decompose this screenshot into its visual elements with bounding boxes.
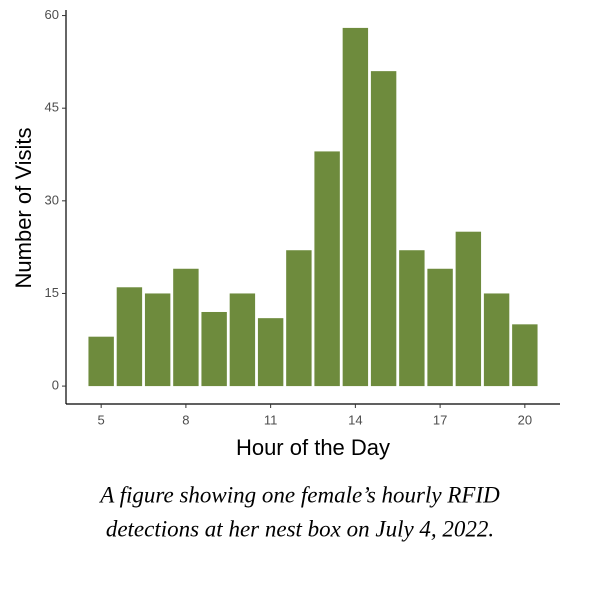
x-tick-label: 20 [518, 412, 532, 427]
bar [88, 336, 114, 387]
bar [201, 311, 227, 387]
bar [455, 231, 482, 387]
bar [257, 318, 284, 387]
caption-line: A figure showing one female’s hourly RFI… [98, 482, 500, 507]
bar [399, 250, 425, 387]
bar [116, 287, 143, 387]
bar [370, 71, 397, 387]
bar [286, 250, 312, 387]
y-tick-label: 60 [45, 7, 59, 22]
x-tick-label: 17 [433, 412, 447, 427]
bar [512, 324, 538, 387]
x-tick-label: 8 [182, 412, 189, 427]
x-tick-label: 11 [264, 412, 278, 427]
y-axis-title: Number of Visits [11, 128, 36, 289]
caption-line: detections at her nest box on July 4, 20… [106, 516, 494, 541]
bar [314, 151, 340, 387]
bar [483, 293, 510, 387]
bar [229, 293, 256, 387]
x-tick-label: 14 [348, 412, 362, 427]
bar [342, 27, 369, 387]
x-axis-title: Hour of the Day [236, 435, 390, 460]
bar [144, 293, 171, 387]
y-tick-label: 15 [45, 285, 59, 300]
bar [427, 268, 453, 387]
x-tick-label: 5 [98, 412, 105, 427]
y-tick-label: 0 [52, 378, 59, 393]
bar [173, 268, 199, 387]
y-tick-label: 45 [45, 100, 59, 115]
y-tick-label: 30 [45, 192, 59, 207]
